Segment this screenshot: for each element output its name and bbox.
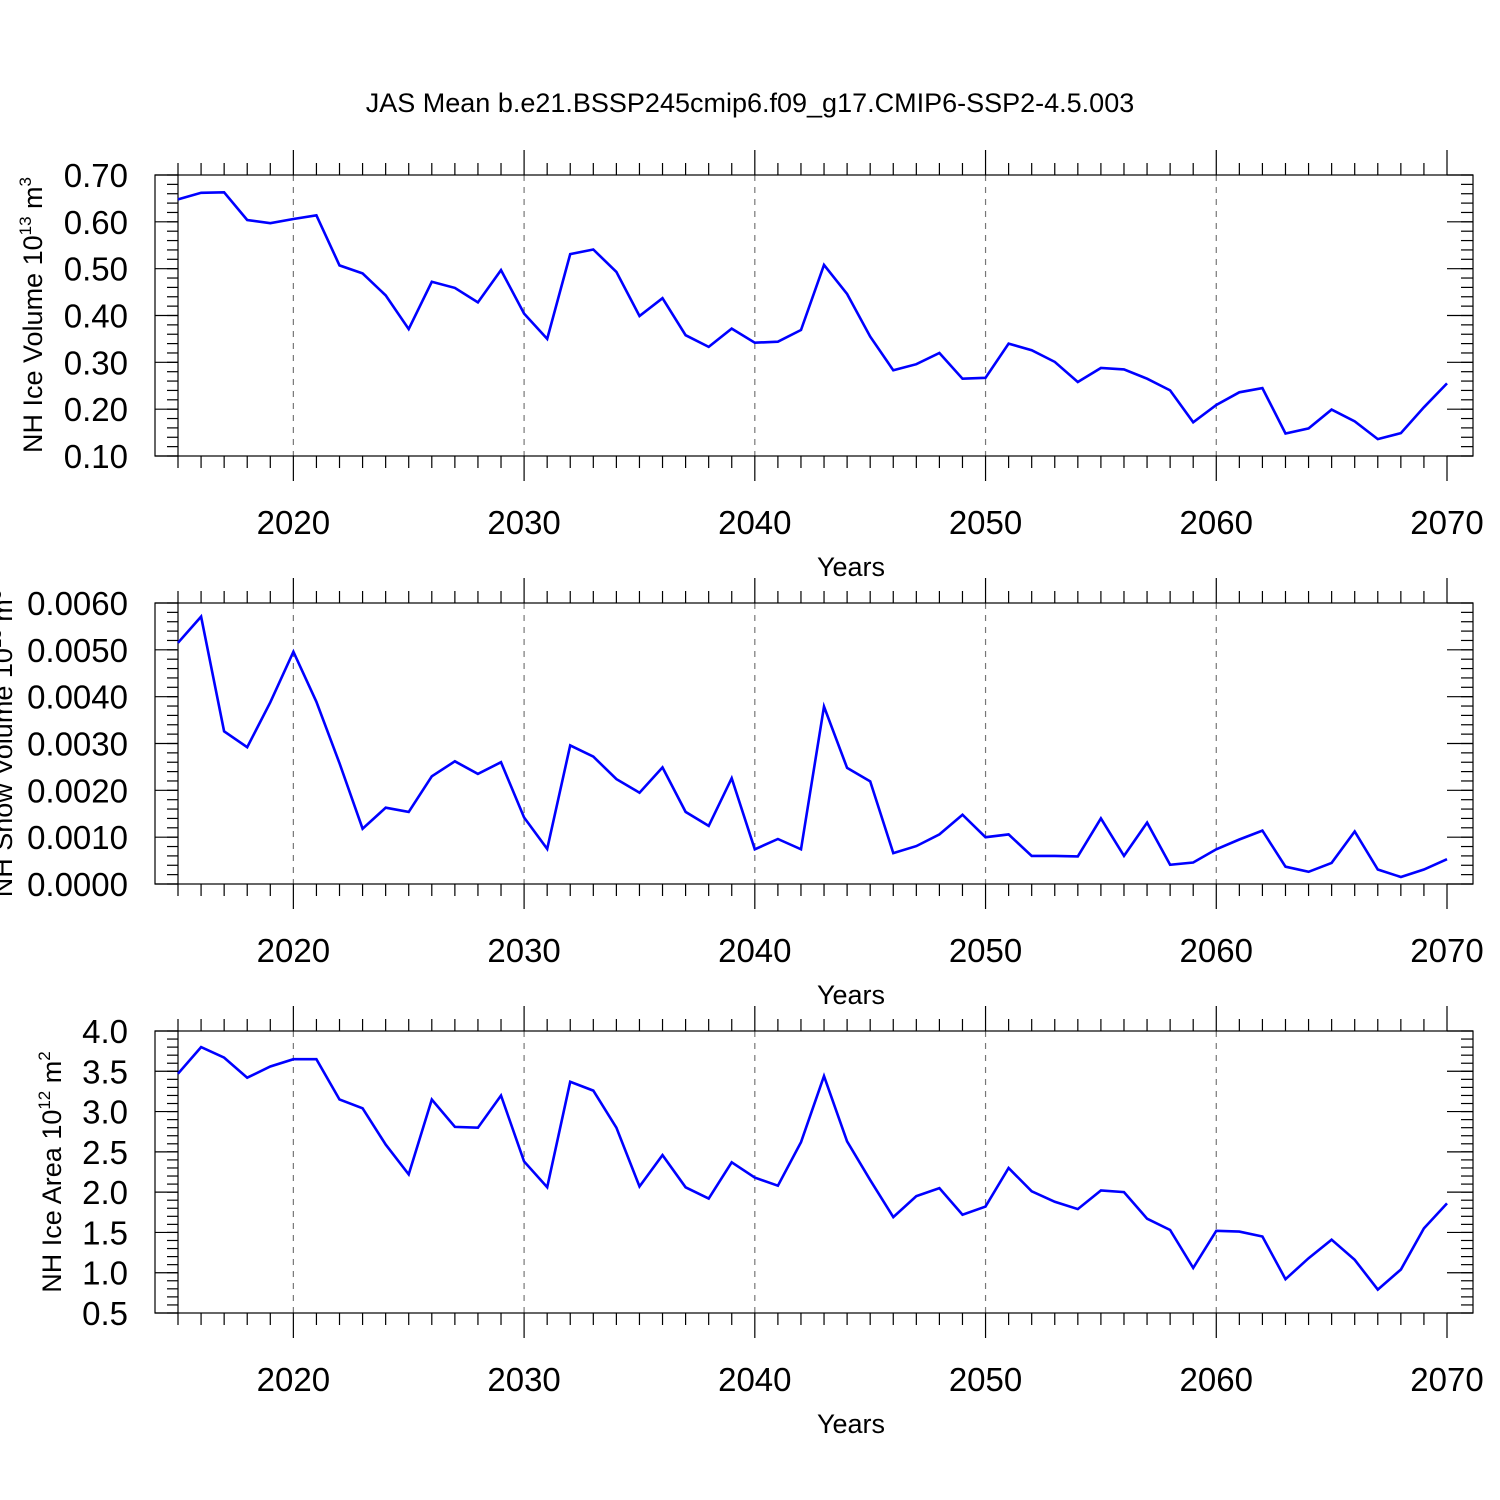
y-tick-label: 3.5	[82, 1053, 128, 1090]
x-tick-label: 2020	[257, 1361, 330, 1398]
y-tick-label: 0.20	[64, 391, 128, 428]
x-tick-label: 2030	[487, 1361, 560, 1398]
series-line	[177, 190, 1448, 441]
x-tick-label: 2040	[718, 504, 791, 541]
y-tick-label: 0.0040	[27, 679, 128, 716]
x-tick-label: 2060	[1180, 504, 1253, 541]
x-tick-label: 2060	[1180, 1361, 1253, 1398]
x-axis-label: Years	[817, 552, 885, 582]
chart-panel-3: 2020 2030 2040 2050 2060 2070Years0.51.01.52.…	[35, 1006, 1484, 1439]
chart-panel-1: 2020 2030 2040 2050 2060 2070 Years 0.10 0.20 0.3…	[16, 150, 1484, 582]
x-tick-label: 2020	[257, 932, 330, 969]
y-tick-label: 0.0030	[27, 726, 128, 763]
x-tick-label: 2040	[718, 932, 791, 969]
y-axis-label-unit-exponent: 3	[0, 590, 5, 599]
plot-frame	[154, 1030, 1474, 1314]
y-tick-label: 0.0010	[27, 819, 128, 856]
x-tick-label: 2050	[949, 1361, 1022, 1398]
chart-panel-2: 2020 2030 2040 2050 2060 2070 Years 0.0000 0.001…	[0, 578, 1484, 1010]
panels: 2020 2030 2040 2050 2060 2070 Years 0.10 0.20 0.3…	[0, 150, 1484, 1439]
y-axis-label-base: NH Ice Volume 10	[18, 235, 48, 453]
x-tick-label: 2070	[1410, 504, 1483, 541]
y-axis-label-unit-exponent: 2	[35, 1051, 54, 1060]
y-tick-label: 0.0000	[27, 866, 128, 903]
y-tick-label: 0.10	[64, 438, 128, 475]
y-tick-label: 4.0	[82, 1013, 128, 1050]
x-tick-label: 2070	[1410, 1361, 1483, 1398]
y-axis-label: NH Ice Volume 1013 m3	[16, 177, 48, 453]
x-tick-label: 2020	[257, 504, 330, 541]
y-axis-label-unit-exponent: 3	[16, 177, 35, 186]
y-axis-label-unit: m	[37, 1061, 67, 1091]
y-axis-label-exponent: 13	[16, 216, 35, 235]
y-tick-label: 0.50	[64, 251, 128, 288]
y-axis-label-unit: m	[18, 186, 48, 216]
y-axis-label-exponent: 13	[0, 629, 5, 648]
x-tick-label: 2070	[1410, 932, 1483, 969]
y-tick-label: 0.30	[64, 344, 128, 381]
y-tick-label: 0.0020	[27, 772, 128, 809]
y-tick-label: 0.5	[82, 1295, 128, 1332]
y-tick-label: 1.5	[82, 1214, 128, 1251]
y-tick-label: 0.60	[64, 204, 128, 241]
y-axis-label: NH Snow Volume 1013 m3	[0, 590, 18, 898]
series-line	[177, 1045, 1448, 1292]
y-axis-label: NH Ice Area 1012 m2	[35, 1051, 67, 1292]
y-tick-label: 2.5	[82, 1134, 128, 1171]
y-axis-label-base: NH Snow Volume 10	[0, 648, 18, 897]
y-tick-label: 0.0050	[27, 632, 128, 669]
x-tick-label: 2030	[487, 932, 560, 969]
x-axis-label: Years	[817, 980, 885, 1010]
x-axis-label: Years	[817, 1409, 885, 1439]
chart-title: JAS Mean b.e21.BSSP245cmip6.f09_g17.CMIP…	[366, 88, 1134, 118]
series-line	[177, 613, 1448, 879]
x-tick-label: 2050	[949, 932, 1022, 969]
y-axis-label-exponent: 12	[35, 1091, 54, 1110]
x-tick-label: 2060	[1180, 932, 1253, 969]
y-axis-label-base: NH Ice Area 10	[37, 1110, 67, 1293]
y-tick-label: 0.40	[64, 298, 128, 335]
y-tick-label: 2.0	[82, 1174, 128, 1211]
x-tick-label: 2050	[949, 504, 1022, 541]
x-tick-label: 2040	[718, 1361, 791, 1398]
y-tick-label: 0.70	[64, 157, 128, 194]
y-tick-label: 0.0060	[27, 585, 128, 622]
y-tick-label: 3.0	[82, 1094, 128, 1131]
y-axis-label-unit: m	[0, 599, 18, 629]
x-tick-label: 2030	[487, 504, 560, 541]
y-tick-label: 1.0	[82, 1255, 128, 1292]
